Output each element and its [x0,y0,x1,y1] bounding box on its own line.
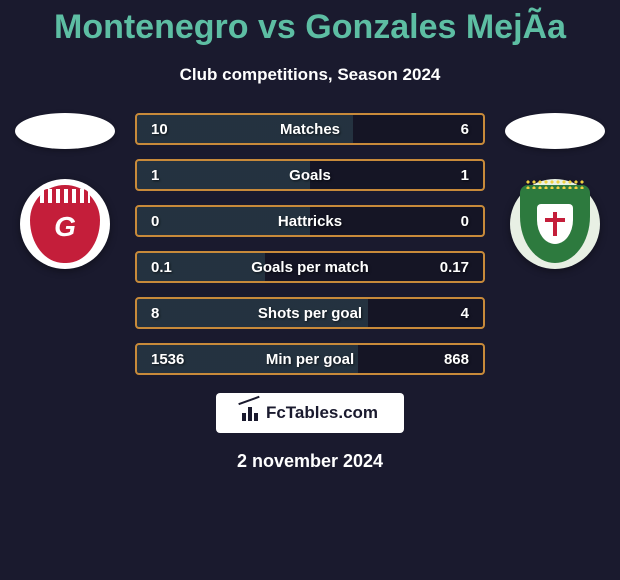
stat-row: 1 Goals 1 [135,159,485,191]
team-right-crest [520,185,590,263]
stat-label: Goals per match [251,259,369,276]
stat-left-value: 1 [151,167,159,184]
stat-label: Matches [280,121,340,138]
stat-left-value: 8 [151,305,159,322]
date-text: 2 november 2024 [237,451,383,472]
team-right-shield [537,204,573,244]
team-right-logo [510,179,600,269]
stat-label: Shots per goal [258,305,362,322]
team-left-crest-letter: G [54,211,76,243]
chart-icon [242,405,260,421]
stat-right-value: 0.17 [440,259,469,276]
stat-row: 0.1 Goals per match 0.17 [135,251,485,283]
stat-right-value: 0 [461,213,469,230]
team-left-platform [15,113,115,149]
stats-column: 10Matches61Goals10Hattricks00.1Goals per… [135,113,485,375]
page-title: Montenegro vs Gonzales MejÃ­a [54,8,566,47]
stat-right-value: 4 [461,305,469,322]
team-right-platform [505,113,605,149]
stat-left-value: 0.1 [151,259,172,276]
team-right-cross-icon [545,212,565,236]
stat-left-value: 10 [151,121,168,138]
stat-row: 1536 Min per goal 868 [135,343,485,375]
stat-right-value: 1 [461,167,469,184]
stat-row: 10 Matches 6 [135,113,485,145]
footer-brand-text: FcTables.com [266,403,378,423]
stat-right-value: 868 [444,351,469,368]
stat-row: 8 Shots per goal 4 [135,297,485,329]
team-left-crest: G [30,185,100,263]
team-right-column [495,113,615,269]
main-area: G 10Matches61Goals10Hattricks00.1Goals p… [0,113,620,375]
stat-label: Goals [289,167,331,184]
team-left-logo: G [20,179,110,269]
stat-right-value: 6 [461,121,469,138]
stat-label: Hattricks [278,213,342,230]
page-subtitle: Club competitions, Season 2024 [180,65,441,85]
stat-label: Min per goal [266,351,354,368]
footer-badge[interactable]: FcTables.com [216,393,404,433]
stat-left-value: 0 [151,213,159,230]
comparison-widget: Montenegro vs Gonzales MejÃ­a Club compe… [0,0,620,580]
stat-left-value: 1536 [151,351,184,368]
stat-row: 0 Hattricks 0 [135,205,485,237]
team-left-column: G [5,113,125,269]
